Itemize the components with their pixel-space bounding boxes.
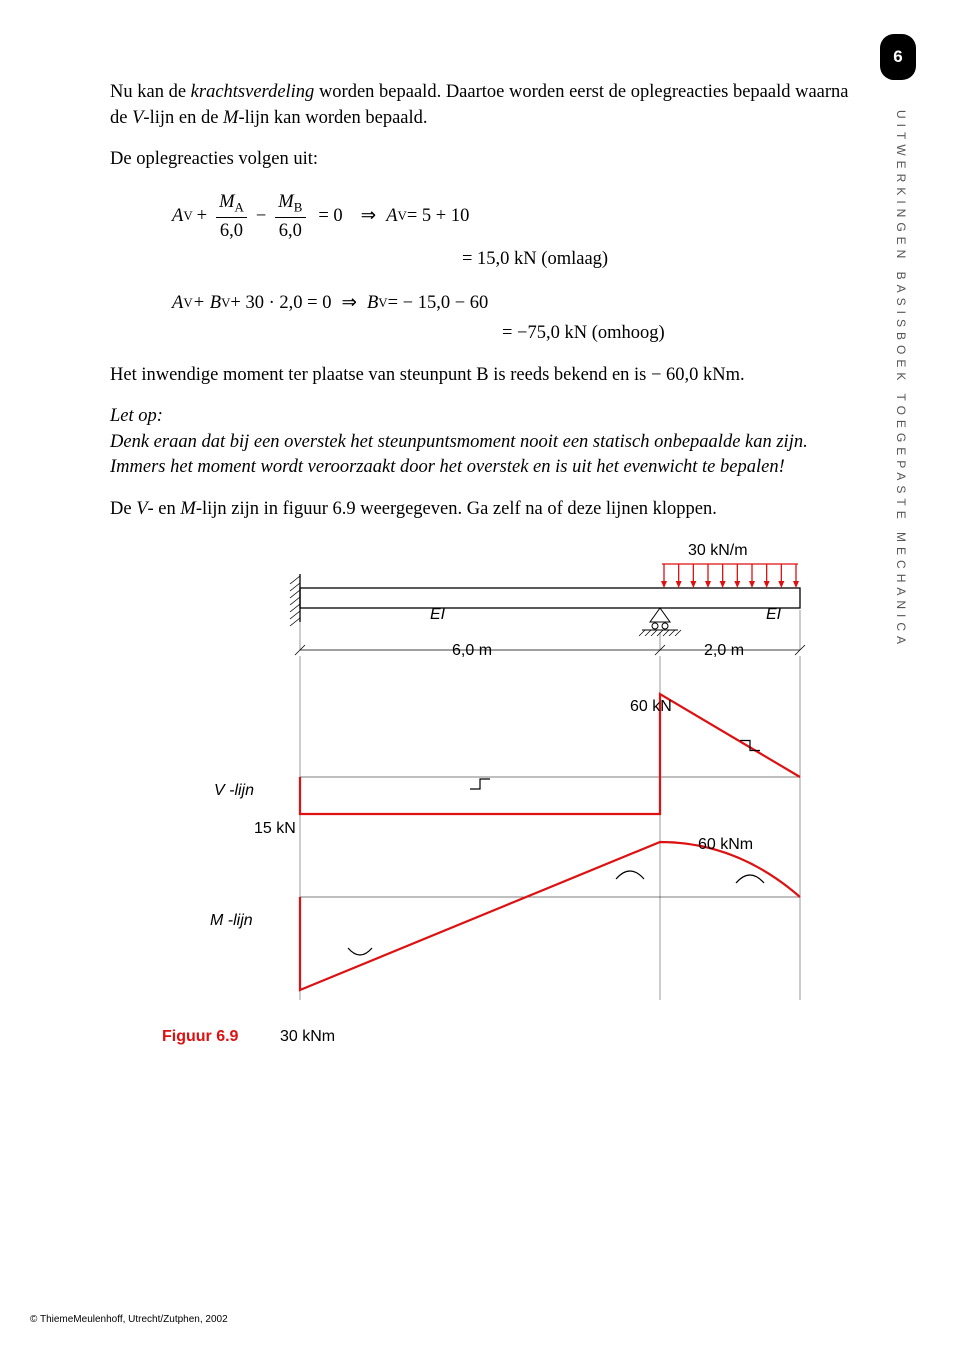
- m-value-label: 60 kNm: [698, 836, 753, 854]
- eq-var: A: [172, 203, 183, 230]
- paragraph-fig-ref: De V- en M-lijn zijn in figuur 6.9 weerg…: [110, 497, 850, 523]
- text: Nu kan de: [110, 82, 191, 102]
- text: -lijn en de: [143, 108, 223, 128]
- eq-text: + 30 · 2,0 = 0: [230, 290, 331, 317]
- fraction: MB 6,0: [274, 189, 306, 245]
- figure-6-9: 30 kN/m EI EI 6,0 m 2,0 m 60 kN V -lijn …: [100, 542, 820, 1042]
- eq-var: + B: [193, 290, 221, 317]
- eq-den: 6,0: [216, 217, 247, 245]
- fraction: MA 6,0: [215, 189, 248, 245]
- text-italic: M: [180, 499, 195, 519]
- load-label: 30 kN/m: [688, 542, 748, 560]
- eq-var: A: [172, 290, 183, 317]
- eq-var: A: [386, 203, 397, 230]
- m-line-label: M -lijn: [210, 912, 253, 930]
- equation-2-result: = −75,0 kN (omhoog): [172, 319, 850, 349]
- text-italic: krachtsverdeling: [191, 82, 315, 102]
- figure-svg: [100, 542, 820, 1042]
- eq-var: B: [367, 290, 378, 317]
- v-line-label: V -lijn: [214, 782, 254, 800]
- footer-copyright: © ThiemeMeulenhoff, Utrecht/Zutphen, 200…: [30, 1314, 228, 1325]
- eq-op: −: [256, 203, 266, 230]
- side-running-title: UITWERKINGEN BASISBOEK TOEGEPASTE MECHAN…: [894, 110, 908, 649]
- eq-sub: V: [183, 207, 192, 226]
- text-italic: V: [132, 108, 143, 128]
- label-EI-right: EI: [766, 606, 781, 624]
- eq-sub: V: [398, 207, 407, 226]
- eq-op: +: [197, 203, 207, 230]
- text: De: [110, 499, 136, 519]
- v-top-label: 60 kN: [630, 698, 672, 716]
- paragraph-intro: Nu kan de krachtsverdeling worden bepaal…: [110, 80, 850, 131]
- page-number-badge: 6: [880, 34, 916, 80]
- eq-sub: V: [221, 294, 230, 313]
- text-italic: V: [136, 499, 147, 519]
- paragraph-letop: Let op: Denk eraan dat bij een overstek …: [110, 404, 850, 481]
- eq-var: M: [219, 192, 234, 212]
- label-EI-left: EI: [430, 606, 445, 624]
- text-italic: Denk eraan dat bij een overstek het steu…: [110, 432, 808, 478]
- eq-sub: V: [378, 294, 387, 313]
- text-italic: M: [223, 108, 238, 128]
- equation-1: AV + MA 6,0 − MB 6,0 = 0 ⇒ AV = 5 + 10 =…: [110, 189, 850, 275]
- eq-var: M: [278, 192, 293, 212]
- text: -lijn zijn in figuur 6.9 weergegeven. Ga…: [196, 499, 717, 519]
- figure-m-left-value: 30 kNm: [280, 1028, 335, 1046]
- equation-1-result: = 15,0 kN (omlaag): [172, 245, 850, 275]
- span-left-label: 6,0 m: [452, 642, 492, 660]
- eq-sub: B: [294, 199, 303, 214]
- eq-result: = −75,0 kN (omhoog): [502, 320, 665, 347]
- eq-result: = 15,0 kN (omlaag): [462, 246, 608, 273]
- figure-caption: Figuur 6.9: [162, 1028, 238, 1046]
- eq-arrow: ⇒: [361, 203, 377, 230]
- paragraph-moment: Het inwendige moment ter plaatse van ste…: [110, 363, 850, 389]
- eq-rhs: = 5 + 10: [407, 203, 470, 230]
- eq-sub: A: [235, 199, 244, 214]
- text: - en: [148, 499, 181, 519]
- eq-arrow: ⇒: [341, 290, 357, 317]
- equation-2: AV + BV + 30 · 2,0 = 0 ⇒ BV = − 15,0 − 6…: [110, 289, 850, 349]
- eq-rhs: = − 15,0 − 60: [388, 290, 489, 317]
- eq-rhs: = 0: [318, 203, 342, 230]
- span-right-label: 2,0 m: [704, 642, 744, 660]
- eq-den: 6,0: [275, 217, 306, 245]
- text: -lijn kan worden bepaald.: [238, 108, 427, 128]
- eq-sub: V: [183, 294, 192, 313]
- text-italic: Let op:: [110, 406, 163, 426]
- v-left-label: 15 kN: [254, 820, 296, 838]
- paragraph-eq-intro: De oplegreacties volgen uit:: [110, 147, 850, 173]
